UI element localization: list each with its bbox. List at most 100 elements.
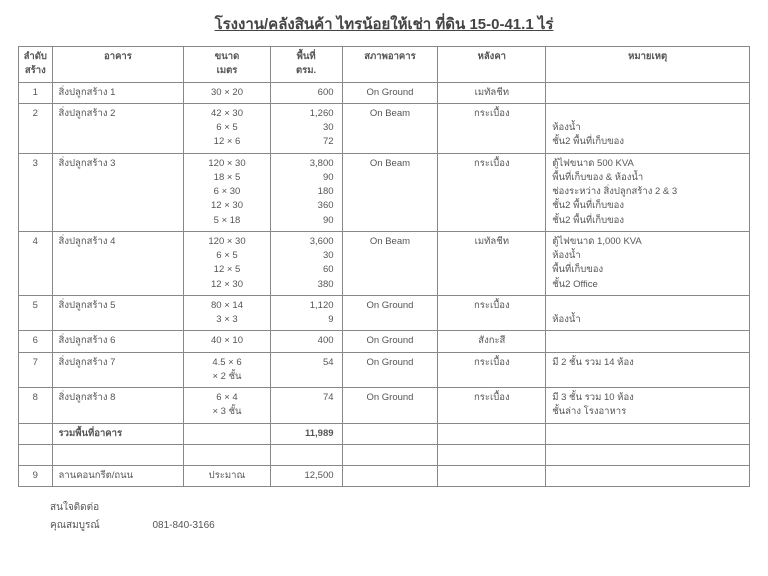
header-row: ลำดับ สร้าง อาคาร ขนาด เมตร พื้นที่ ตรม.… — [19, 47, 750, 83]
table-cell: 5 — [19, 295, 53, 331]
table-cell: 11,989 — [270, 423, 342, 444]
table-cell: On Ground — [342, 352, 438, 388]
table-cell: 7 — [19, 352, 53, 388]
table-cell: รวมพื้นที่อาคาร — [52, 423, 184, 444]
table-cell: 1,260 30 72 — [270, 103, 342, 153]
data-table: ลำดับ สร้าง อาคาร ขนาด เมตร พื้นที่ ตรม.… — [18, 46, 750, 487]
table-cell: 1,120 9 — [270, 295, 342, 331]
table-cell: On Ground — [342, 331, 438, 352]
table-cell: 2 — [19, 103, 53, 153]
table-cell: กระเบื้อง — [438, 295, 546, 331]
table-cell: สิ่งปลูกสร้าง 6 — [52, 331, 184, 352]
contact-name: คุณสมบูรณ์ — [50, 520, 100, 531]
table-cell: 4 — [19, 231, 53, 295]
contact-label: สนใจติดต่อ — [50, 499, 750, 517]
table-cell: On Ground — [342, 82, 438, 103]
col-area: พื้นที่ ตรม. — [270, 47, 342, 83]
table-cell: 4.5 × 6 × 2 ชั้น — [184, 352, 270, 388]
table-cell: ตู้ไฟขนาด 1,000 KVA ห้องน้ำ พื้นที่เก็บข… — [546, 231, 750, 295]
table-cell: 42 × 30 6 × 5 12 × 6 — [184, 103, 270, 153]
table-cell — [184, 444, 270, 465]
table-cell: ห้องน้ำ ชั้น2 พื้นที่เก็บของ — [546, 103, 750, 153]
table-cell: สิ่งปลูกสร้าง 8 — [52, 388, 184, 424]
table-cell: ลานคอนกรีต/ถนน — [52, 466, 184, 487]
col-note: หมายเหตุ — [546, 47, 750, 83]
table-cell: 9 — [19, 466, 53, 487]
table-cell: 54 — [270, 352, 342, 388]
table-row: 2สิ่งปลูกสร้าง 242 × 30 6 × 5 12 × 61,26… — [19, 103, 750, 153]
table-cell: สิ่งปลูกสร้าง 2 — [52, 103, 184, 153]
table-cell: ประมาณ — [184, 466, 270, 487]
table-row: 3สิ่งปลูกสร้าง 3120 × 30 18 × 5 6 × 30 1… — [19, 153, 750, 231]
table-cell: สังกะสี — [438, 331, 546, 352]
table-cell — [546, 466, 750, 487]
table-cell: กระเบื้อง — [438, 103, 546, 153]
table-cell: เมทัลชีท — [438, 231, 546, 295]
table-cell: สิ่งปลูกสร้าง 4 — [52, 231, 184, 295]
table-cell: 80 × 14 3 × 3 — [184, 295, 270, 331]
table-cell: 3 — [19, 153, 53, 231]
table-cell: 3,800 90 180 360 90 — [270, 153, 342, 231]
col-size: ขนาด เมตร — [184, 47, 270, 83]
table-cell: 400 — [270, 331, 342, 352]
table-cell: 12,500 — [270, 466, 342, 487]
table-cell: สิ่งปลูกสร้าง 5 — [52, 295, 184, 331]
table-cell — [19, 444, 53, 465]
table-cell: 8 — [19, 388, 53, 424]
col-cond: สภาพอาคาร — [342, 47, 438, 83]
table-cell: 120 × 30 6 × 5 12 × 5 12 × 30 — [184, 231, 270, 295]
table-cell: ตู้ไฟขนาด 500 KVA พื้นที่เก็บของ & ห้องน… — [546, 153, 750, 231]
page-title: โรงงาน/คลังสินค้า ไทรน้อยให้เช่า ที่ดิน … — [18, 12, 750, 36]
col-roof: หลังคา — [438, 47, 546, 83]
table-cell — [342, 444, 438, 465]
table-cell: เมทัลชีท — [438, 82, 546, 103]
table-row: 1สิ่งปลูกสร้าง 130 × 20600On Groundเมทัล… — [19, 82, 750, 103]
table-cell: 1 — [19, 82, 53, 103]
table-cell: มี 2 ชั้น รวม 14 ห้อง — [546, 352, 750, 388]
table-cell — [342, 466, 438, 487]
table-row: 8สิ่งปลูกสร้าง 86 × 4 × 3 ชั้น74On Groun… — [19, 388, 750, 424]
table-cell: On Beam — [342, 153, 438, 231]
table-cell — [19, 423, 53, 444]
table-cell: On Ground — [342, 295, 438, 331]
col-index: ลำดับ สร้าง — [19, 47, 53, 83]
table-row: 7สิ่งปลูกสร้าง 74.5 × 6 × 2 ชั้น54On Gro… — [19, 352, 750, 388]
table-cell: กระเบื้อง — [438, 388, 546, 424]
table-cell — [546, 331, 750, 352]
table-cell — [184, 423, 270, 444]
table-cell: กระเบื้อง — [438, 352, 546, 388]
table-cell: On Beam — [342, 231, 438, 295]
table-row: 5สิ่งปลูกสร้าง 580 × 14 3 × 31,120 9On G… — [19, 295, 750, 331]
table-cell — [438, 444, 546, 465]
table-cell — [546, 423, 750, 444]
table-cell — [546, 82, 750, 103]
table-row: 4สิ่งปลูกสร้าง 4120 × 30 6 × 5 12 × 5 12… — [19, 231, 750, 295]
table-cell: 40 × 10 — [184, 331, 270, 352]
contact-phone: 081-840-3166 — [152, 520, 214, 531]
table-cell: 6 — [19, 331, 53, 352]
table-cell — [342, 423, 438, 444]
table-cell: กระเบื้อง — [438, 153, 546, 231]
table-cell — [52, 444, 184, 465]
table-cell — [546, 444, 750, 465]
table-cell: 120 × 30 18 × 5 6 × 30 12 × 30 5 × 18 — [184, 153, 270, 231]
table-cell: 30 × 20 — [184, 82, 270, 103]
table-cell — [438, 466, 546, 487]
table-cell: On Beam — [342, 103, 438, 153]
table-cell: สิ่งปลูกสร้าง 1 — [52, 82, 184, 103]
table-cell: 6 × 4 × 3 ชั้น — [184, 388, 270, 424]
table-cell: On Ground — [342, 388, 438, 424]
table-cell: ห้องน้ำ — [546, 295, 750, 331]
sum-row: รวมพื้นที่อาคาร 11,989 — [19, 423, 750, 444]
table-cell: มี 3 ชั้น รวม 10 ห้อง ชั้นล่าง โรงอาหาร — [546, 388, 750, 424]
blank-row — [19, 444, 750, 465]
table-row: 9ลานคอนกรีต/ถนนประมาณ12,500 — [19, 466, 750, 487]
table-cell: 74 — [270, 388, 342, 424]
contact-block: สนใจติดต่อ คุณสมบูรณ์ 081-840-3166 — [18, 499, 750, 535]
table-cell — [270, 444, 342, 465]
table-row: 6สิ่งปลูกสร้าง 640 × 10400On Groundสังกะ… — [19, 331, 750, 352]
col-building: อาคาร — [52, 47, 184, 83]
table-cell: 600 — [270, 82, 342, 103]
table-cell: สิ่งปลูกสร้าง 7 — [52, 352, 184, 388]
table-cell: สิ่งปลูกสร้าง 3 — [52, 153, 184, 231]
